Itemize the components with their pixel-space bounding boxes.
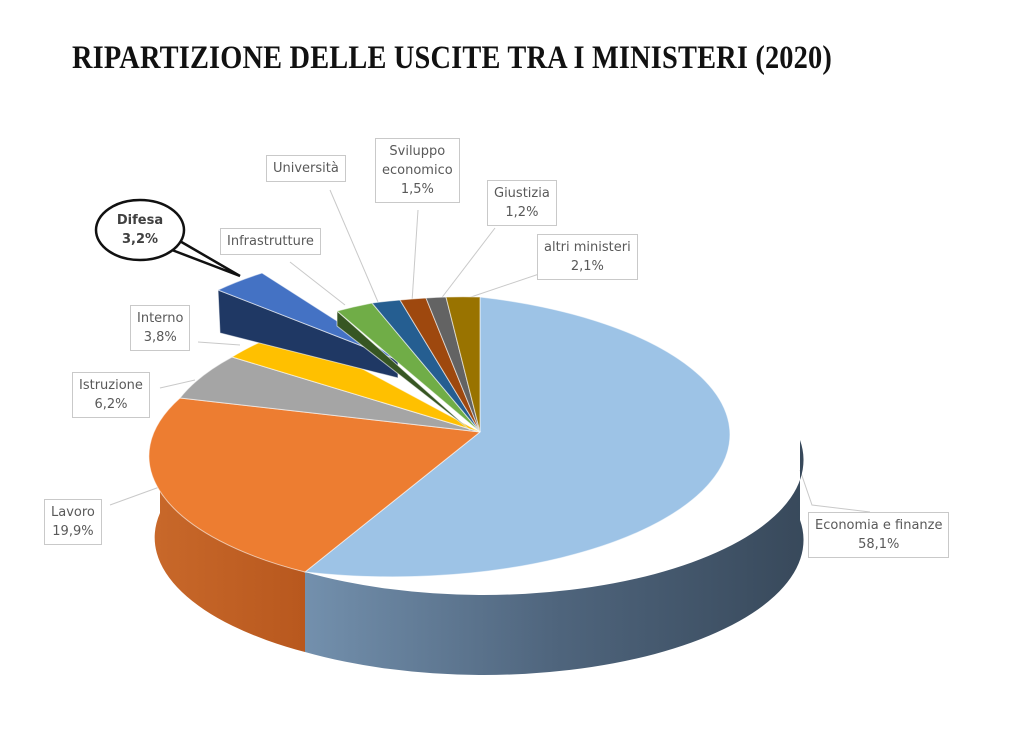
label-sviluppo: Sviluppo economico 1,5% <box>375 138 460 203</box>
difesa-callout-bubble <box>94 198 241 278</box>
label-interno-value: 3,8% <box>143 330 177 345</box>
label-difesa: Difesa 3,2% <box>110 211 170 249</box>
slice-infrastrutture-side <box>336 309 471 431</box>
label-difesa-value: 3,2% <box>121 232 159 247</box>
label-altri-value: 2,1% <box>570 259 604 274</box>
label-lavoro: Lavoro 19,9% <box>44 499 102 545</box>
label-universita-name: Università <box>273 161 339 176</box>
label-economia: Economia e finanze 58,1% <box>808 512 950 558</box>
label-altri-name: altri ministeri <box>544 240 631 255</box>
label-difesa-name: Difesa <box>116 213 164 228</box>
label-economia-name: Economia e finanze <box>815 518 943 533</box>
label-giustizia-value: 1,2% <box>505 205 539 220</box>
leader-lines <box>109 189 871 513</box>
label-istruzione-value: 6,2% <box>94 397 128 412</box>
label-economia-value: 58,1% <box>858 537 900 552</box>
label-istruzione: Istruzione 6,2% <box>72 372 150 418</box>
chart-title: RIPARTIZIONE DELLE USCITE TRA I MINISTER… <box>72 40 833 76</box>
label-sviluppo-value: 1,5% <box>400 182 434 197</box>
label-istruzione-name: Istruzione <box>79 378 143 393</box>
label-giustizia: Giustizia 1,2% <box>487 180 557 226</box>
label-lavoro-value: 19,9% <box>52 524 94 539</box>
slice-economia <box>303 296 731 578</box>
pie-slices <box>148 272 731 578</box>
label-universita: Università <box>266 155 346 182</box>
pie-sides <box>154 433 804 675</box>
slice-lavoro <box>148 397 482 573</box>
label-infrastrutture: Infrastrutture <box>220 228 321 255</box>
label-interno: Interno 3,8% <box>130 305 191 351</box>
label-interno-name: Interno <box>137 311 184 326</box>
label-altri: altri ministeri 2,1% <box>537 234 638 280</box>
label-lavoro-name: Lavoro <box>51 505 95 520</box>
label-sviluppo-line2: economico <box>382 163 453 178</box>
label-giustizia-name: Giustizia <box>494 186 550 201</box>
slice-altri <box>445 296 481 433</box>
label-sviluppo-line1: Sviluppo <box>389 144 446 159</box>
label-infrastrutture-name: Infrastrutture <box>227 234 314 249</box>
